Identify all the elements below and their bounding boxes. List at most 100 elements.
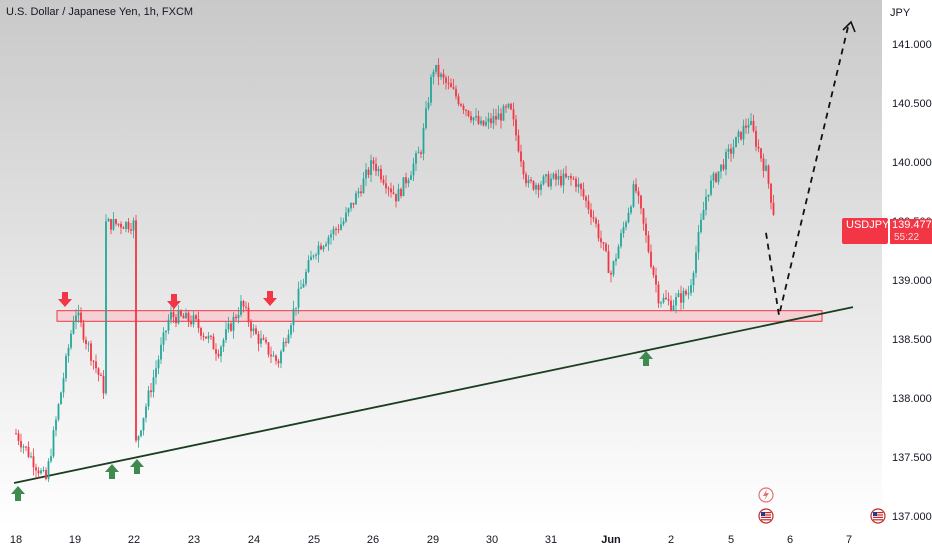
- candle-body: [95, 361, 97, 369]
- candle-body: [302, 283, 305, 288]
- candle-176: [455, 85, 457, 100]
- candle-body: [320, 245, 322, 250]
- candle-body: [360, 191, 362, 194]
- candle-261: [667, 292, 670, 306]
- candle-201: [517, 129, 520, 153]
- candle-body: [640, 195, 642, 209]
- candle-body: [400, 188, 402, 197]
- candle-77: [207, 332, 210, 344]
- candle-276: [705, 188, 707, 216]
- candle-291: [742, 119, 745, 146]
- candle-37: [107, 217, 110, 222]
- candle-209: [537, 183, 540, 198]
- candle-260: [665, 290, 667, 300]
- candle-218: [560, 169, 562, 188]
- candle-body: [470, 116, 472, 121]
- candle-body: [75, 315, 77, 323]
- candle-body: [237, 314, 240, 319]
- candle-220: [565, 165, 567, 179]
- candle-body: [262, 338, 265, 340]
- candle-280: [715, 171, 717, 184]
- candle-body: [480, 120, 482, 124]
- candle-body: [435, 64, 437, 72]
- candle-body: [150, 390, 152, 393]
- y-tick-label: 140.500: [892, 98, 932, 110]
- candle-302: [770, 183, 772, 210]
- candle-body: [325, 244, 327, 247]
- support-arrow-up-icon: [130, 459, 144, 474]
- candle-181: [467, 110, 470, 118]
- candle-body: [477, 115, 480, 124]
- candle-body: [25, 446, 27, 448]
- x-tick-label: 29: [427, 534, 439, 546]
- candle-body: [740, 131, 742, 140]
- candle-body: [747, 124, 750, 128]
- candle-153: [397, 183, 400, 202]
- candle-body: [30, 456, 32, 458]
- y-tick-label: 137.500: [892, 452, 932, 464]
- candle-16: [55, 416, 57, 437]
- candle-174: [450, 78, 452, 88]
- candle-193: [497, 105, 500, 120]
- candle-20: [65, 353, 67, 382]
- candle-34: [100, 372, 102, 377]
- candle-body: [62, 378, 65, 393]
- candle-body: [165, 330, 167, 333]
- candle-143: [372, 157, 375, 171]
- candle-168: [435, 64, 437, 75]
- candle-body: [120, 223, 122, 228]
- candle-body: [582, 189, 585, 197]
- candle-body: [370, 160, 372, 175]
- candle-body: [20, 440, 22, 448]
- candle-75: [202, 332, 205, 341]
- candle-267: [682, 287, 685, 310]
- candle-163: [422, 123, 425, 161]
- lightning-glyph: [763, 489, 769, 501]
- candle-body: [550, 178, 552, 187]
- candle-body: [655, 275, 657, 285]
- candle-76: [205, 336, 207, 340]
- candle-128: [335, 226, 337, 236]
- candle-body: [102, 375, 105, 394]
- candle-151: [392, 185, 395, 195]
- lightning-event-icon: [758, 487, 774, 503]
- candle-body: [285, 341, 287, 343]
- candle-221: [567, 175, 570, 181]
- candle-228: [585, 195, 587, 208]
- candle-164: [425, 100, 427, 130]
- candle-body: [155, 368, 157, 378]
- candle-body: [695, 252, 697, 273]
- candle-body: [417, 152, 420, 154]
- candle-42: [120, 221, 122, 235]
- candle-body: [735, 137, 737, 148]
- support-arrow-up-icon: [11, 486, 25, 501]
- candle-10: [40, 468, 42, 475]
- candle-194: [500, 108, 502, 129]
- candle-body: [617, 246, 620, 259]
- x-tick-label: 22: [128, 534, 140, 546]
- candle-body: [737, 131, 740, 138]
- candle-body: [412, 163, 415, 176]
- x-tick-label: 24: [248, 534, 260, 546]
- projection-arrowhead: [842, 20, 856, 33]
- candle-7: [32, 448, 35, 476]
- candle-126: [330, 229, 332, 245]
- candle-body: [70, 333, 72, 348]
- candle-55: [152, 369, 155, 398]
- candle-body: [152, 377, 155, 393]
- candle-body: [465, 109, 467, 111]
- candle-body: [132, 220, 135, 231]
- candle-body: [567, 176, 570, 178]
- candle-226: [580, 182, 582, 197]
- candle-body: [602, 242, 605, 244]
- candle-body: [540, 184, 542, 190]
- flag-stripe: [761, 516, 771, 518]
- candle-body: [187, 312, 190, 322]
- candle-body: [500, 113, 502, 121]
- candle-body: [232, 316, 235, 331]
- candle-57: [157, 355, 160, 375]
- candle-44: [125, 221, 127, 233]
- candle-246: [630, 204, 632, 215]
- candle-231: [592, 210, 595, 223]
- candle-body: [427, 102, 430, 109]
